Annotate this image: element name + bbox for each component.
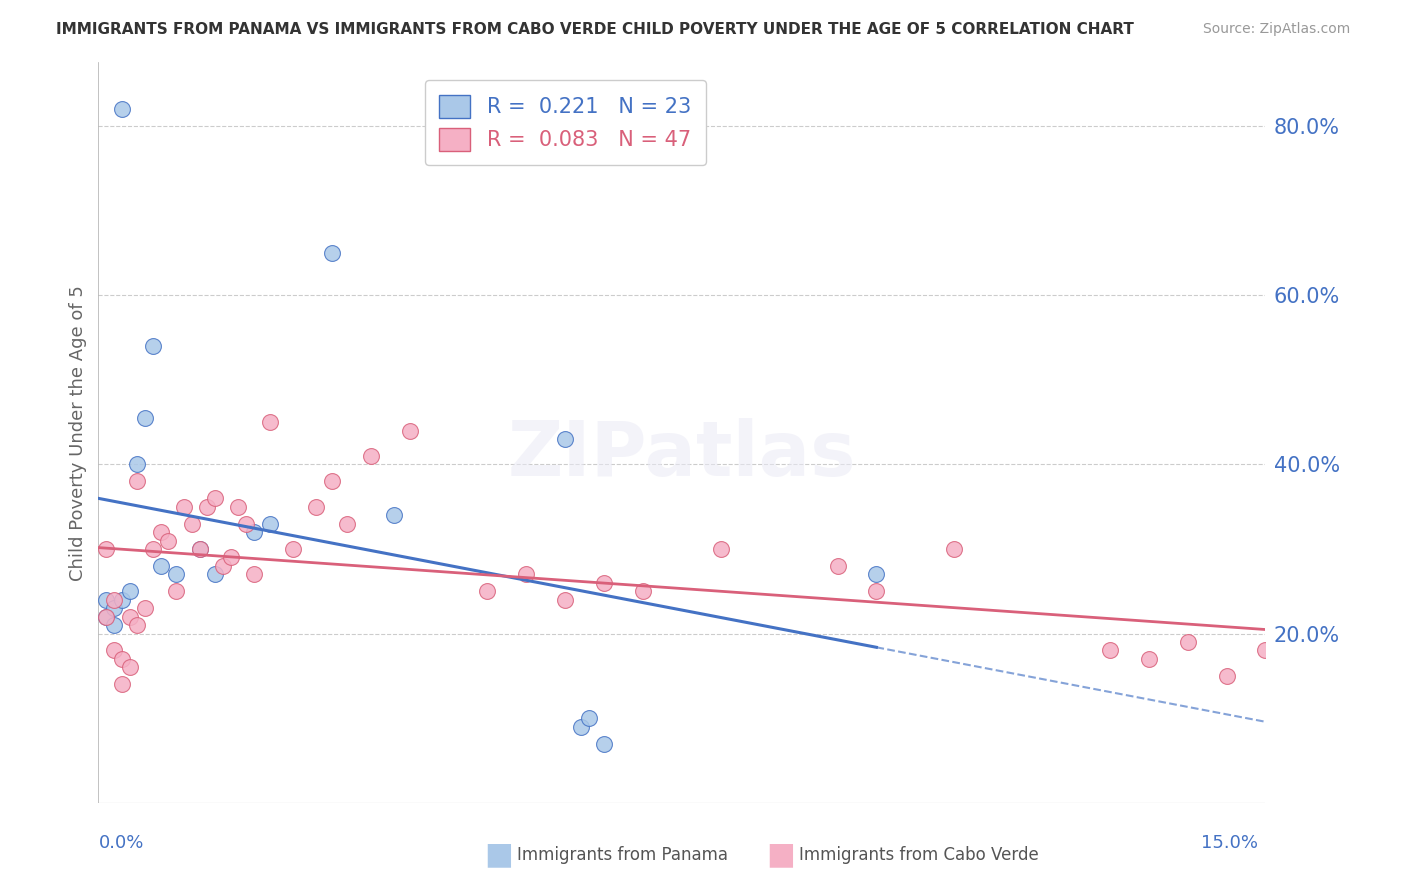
Point xyxy=(219,550,242,565)
Text: 15.0%: 15.0% xyxy=(1201,834,1258,852)
Point xyxy=(321,245,343,260)
Point xyxy=(235,516,257,531)
Point xyxy=(865,584,887,599)
Point xyxy=(710,541,733,556)
Text: Immigrants from Panama: Immigrants from Panama xyxy=(517,846,728,863)
Point xyxy=(228,500,250,514)
Point xyxy=(578,711,600,725)
Point xyxy=(111,102,134,116)
Point xyxy=(134,410,156,425)
Text: 0.0%: 0.0% xyxy=(98,834,143,852)
Point xyxy=(1177,635,1199,649)
Point xyxy=(111,592,134,607)
Point xyxy=(243,567,266,582)
Point xyxy=(103,601,125,615)
Point xyxy=(631,584,654,599)
Point xyxy=(96,592,118,607)
Point xyxy=(865,567,887,582)
Text: Source: ZipAtlas.com: Source: ZipAtlas.com xyxy=(1202,22,1350,37)
Point xyxy=(118,609,141,624)
Point xyxy=(103,592,125,607)
Point xyxy=(111,677,134,691)
Point xyxy=(281,541,304,556)
Point xyxy=(103,618,125,632)
Point xyxy=(477,584,499,599)
Point xyxy=(382,508,405,522)
Point xyxy=(111,652,134,666)
Point xyxy=(127,458,149,472)
Point xyxy=(96,609,118,624)
Point xyxy=(188,541,211,556)
Point xyxy=(96,609,118,624)
Point xyxy=(593,737,616,751)
Point xyxy=(515,567,537,582)
Point xyxy=(243,524,266,539)
Point xyxy=(398,424,420,438)
Point xyxy=(157,533,180,548)
Legend: R =  0.221   N = 23, R =  0.083   N = 47: R = 0.221 N = 23, R = 0.083 N = 47 xyxy=(425,80,706,165)
Point xyxy=(127,618,149,632)
Point xyxy=(149,558,172,573)
Point xyxy=(96,541,118,556)
Text: ZIPatlas: ZIPatlas xyxy=(508,417,856,491)
Text: Immigrants from Cabo Verde: Immigrants from Cabo Verde xyxy=(799,846,1039,863)
Point xyxy=(1294,686,1316,700)
Point xyxy=(127,475,149,489)
Point xyxy=(1254,643,1277,657)
Point xyxy=(149,524,172,539)
Point xyxy=(204,567,226,582)
Y-axis label: Child Poverty Under the Age of 5: Child Poverty Under the Age of 5 xyxy=(69,285,87,581)
Point xyxy=(195,500,218,514)
Point xyxy=(118,660,141,674)
Point xyxy=(180,516,202,531)
Point xyxy=(1137,652,1160,666)
Point xyxy=(321,475,343,489)
Text: ■: ■ xyxy=(485,840,513,869)
Point xyxy=(569,720,592,734)
Point xyxy=(165,584,187,599)
Point xyxy=(360,449,382,463)
Point xyxy=(165,567,187,582)
Point xyxy=(188,541,211,556)
Point xyxy=(212,558,235,573)
Point xyxy=(259,516,281,531)
Point xyxy=(336,516,359,531)
Point xyxy=(554,592,576,607)
Point xyxy=(259,415,281,429)
Point xyxy=(103,643,125,657)
Point xyxy=(1098,643,1121,657)
Point xyxy=(204,491,226,506)
Point xyxy=(943,541,966,556)
Point xyxy=(142,541,165,556)
Point xyxy=(593,575,616,590)
Point xyxy=(173,500,195,514)
Point xyxy=(305,500,328,514)
Point xyxy=(134,601,156,615)
Point xyxy=(142,339,165,353)
Point xyxy=(1215,669,1237,683)
Text: ■: ■ xyxy=(766,840,794,869)
Point xyxy=(118,584,141,599)
Point xyxy=(827,558,849,573)
Text: IMMIGRANTS FROM PANAMA VS IMMIGRANTS FROM CABO VERDE CHILD POVERTY UNDER THE AGE: IMMIGRANTS FROM PANAMA VS IMMIGRANTS FRO… xyxy=(56,22,1135,37)
Point xyxy=(554,432,576,446)
